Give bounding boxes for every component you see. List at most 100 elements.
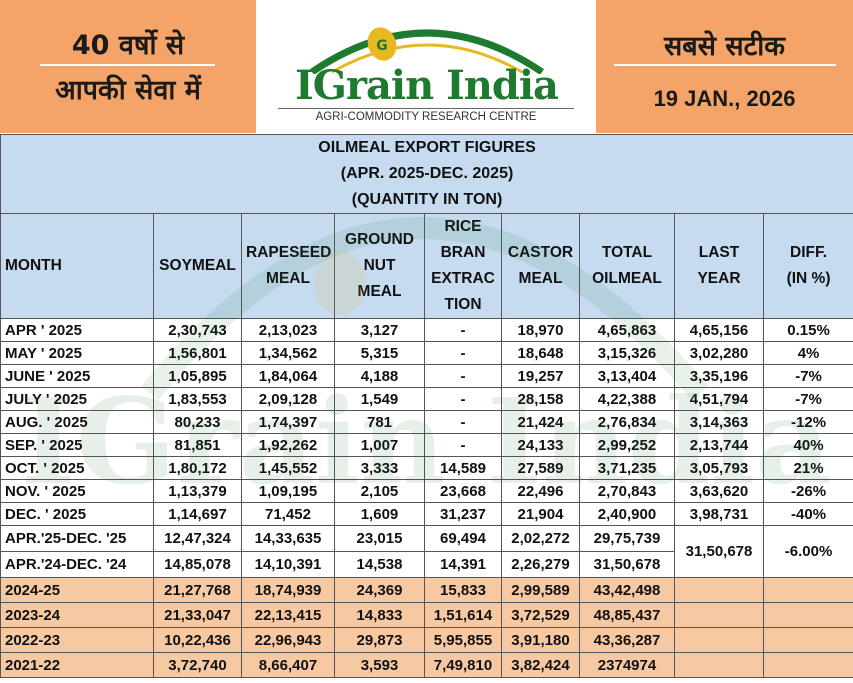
table-cell: 3,82,424 [501, 652, 580, 678]
table-cell: 80,233 [153, 410, 242, 434]
table-cell: 10,22,436 [153, 627, 242, 653]
table-row: JUNE ' 2025 1,05,895 1,84,064 4,188-19,257 3… [0, 364, 853, 388]
table-cell: 27,589 [501, 456, 580, 480]
table-cell: 19,257 [501, 364, 580, 388]
column-header: DIFF. (IN %) [762, 213, 853, 319]
history-row: 2021-22 3,72,740 8,66,407 3,593 7,49,810 3,82… [0, 652, 853, 678]
table-cell: 1,92,262 [241, 433, 335, 457]
table-cell: APR.'25-DEC. '25 [0, 525, 154, 552]
table-cell: AUG. ' 2025 [0, 410, 154, 434]
oilmeal-export-table: OILMEAL EXPORT FIGURES (APR. 2025-DEC. 2… [0, 134, 853, 678]
table-cell: 3,333 [334, 456, 425, 480]
table-cell: 3,593 [334, 652, 425, 678]
table-cell: 24,133 [501, 433, 580, 457]
column-header-line: (IN %) [786, 270, 831, 287]
table-cell [762, 577, 853, 603]
table-cell: SEP. ' 2025 [0, 433, 154, 457]
table-cell: 2,26,279 [501, 551, 580, 578]
table-cell: 1,609 [334, 502, 425, 526]
table-cell: 24,369 [334, 577, 425, 603]
table-cell: 4% [762, 341, 853, 365]
table-cell: 14,85,078 [153, 551, 242, 578]
column-header: RAPESEED MEAL [241, 213, 335, 319]
table-cell: -40% [762, 502, 853, 526]
table-cell: 4,65,156 [674, 318, 764, 342]
column-header-line: TION [444, 296, 482, 313]
table-row: APR ' 2025 2,30,743 2,13,023 3,127-18,970 4,… [0, 318, 853, 342]
table-cell: 3,02,280 [674, 341, 764, 365]
table-cell: 14,833 [334, 602, 425, 628]
table-cell: OCT. ' 2025 [0, 456, 154, 480]
table-cell: 3,72,529 [501, 602, 580, 628]
table-cell: 14,391 [424, 551, 502, 578]
accuracy-tagline: सबसे सटीक [664, 31, 785, 62]
table-cell: 3,13,404 [579, 364, 675, 388]
table-cell: 12,47,324 [153, 525, 242, 552]
table-cell: 1,74,397 [241, 410, 335, 434]
table-cell: 14,33,635 [241, 525, 335, 552]
table-cell: 14,10,391 [241, 551, 335, 578]
logo-subtitle: AGRI-COMMODITY RESEARCH CENTRE [278, 108, 574, 123]
table-cell: 3,72,740 [153, 652, 242, 678]
table-cell: 3,15,326 [579, 341, 675, 365]
summary-row: APR.'25-DEC. '25 12,47,324 14,33,635 23,015… [0, 525, 853, 578]
table-cell: MAY ' 2025 [0, 341, 154, 365]
table-cell [762, 652, 853, 678]
table-cell: 1,51,614 [424, 602, 502, 628]
table-row: DEC. ' 2025 1,14,697 71,452 1,609 31,237 21,9… [0, 502, 853, 526]
column-header-line: LAST [698, 244, 740, 261]
table-cell: - [424, 433, 502, 457]
column-header-line: YEAR [697, 270, 741, 287]
table-cell: - [424, 387, 502, 411]
table-cell [674, 602, 764, 628]
table-cell: 4,188 [334, 364, 425, 388]
table-cell: 2021-22 [0, 652, 154, 678]
table-cell: 18,648 [501, 341, 580, 365]
column-header: SOYMEAL [153, 213, 242, 319]
table-cell: 31,50,678 [674, 525, 764, 578]
logo-title: IGrain India [295, 62, 559, 109]
table-cell: 0.15% [762, 318, 853, 342]
table-cell: 22,496 [501, 479, 580, 503]
table-cell: 43,42,498 [579, 577, 675, 603]
table-cell: 2,70,843 [579, 479, 675, 503]
history-row: 2024-25 21,27,768 18,74,939 24,369 15,833 2,9… [0, 577, 853, 603]
table-cell: 5,315 [334, 341, 425, 365]
table-cell: 1,80,172 [153, 456, 242, 480]
tagline-panel: 40 वर्षो से आपकी सेवा में [0, 0, 258, 133]
table-cell: 23,015 [334, 525, 425, 552]
table-cell: 2374974 [579, 652, 675, 678]
table-title-line: OILMEAL EXPORT FIGURES [318, 139, 536, 156]
table-cell: -7% [762, 387, 853, 411]
history-row: 2022-23 10,22,436 22,96,943 29,873 5,95,855 3… [0, 627, 853, 653]
table-cell: 3,63,620 [674, 479, 764, 503]
table-cell: 2,13,744 [674, 433, 764, 457]
table-cell: - [424, 341, 502, 365]
column-header-line: SOYMEAL [159, 257, 236, 274]
date-panel: सबसे सटीक 19 JAN., 2026 [594, 0, 853, 133]
tagline-line1: 40 वर्षो से [71, 30, 185, 61]
table-cell: 1,34,562 [241, 341, 335, 365]
logo-badge-letter: G [376, 38, 388, 54]
table-cell: 18,970 [501, 318, 580, 342]
table-row: NOV. ' 2025 1,13,379 1,09,195 2,105 23,668 22… [0, 479, 853, 503]
table-cell: 2,76,834 [579, 410, 675, 434]
table-cell: DEC. ' 2025 [0, 502, 154, 526]
table-cell: 2,09,128 [241, 387, 335, 411]
column-header: CASTOR MEAL [501, 213, 580, 319]
table-cell: 29,873 [334, 627, 425, 653]
table-cell: 4,22,388 [579, 387, 675, 411]
column-header-line: GROUND [345, 231, 414, 248]
column-header: LAST YEAR [674, 213, 764, 319]
table-cell: 2,02,272 [501, 525, 580, 552]
table-cell: 3,98,731 [674, 502, 764, 526]
table-cell: 43,36,287 [579, 627, 675, 653]
table-cell: 31,50,678 [579, 551, 675, 578]
history-row: 2023-24 21,33,047 22,13,415 14,833 1,51,614 3… [0, 602, 853, 628]
table-cell: 14,589 [424, 456, 502, 480]
table-cell: 2022-23 [0, 627, 154, 653]
table-cell: 18,74,939 [241, 577, 335, 603]
table-cell: 1,05,895 [153, 364, 242, 388]
table-cell: 15,833 [424, 577, 502, 603]
column-header-line: TOTAL [601, 244, 653, 261]
